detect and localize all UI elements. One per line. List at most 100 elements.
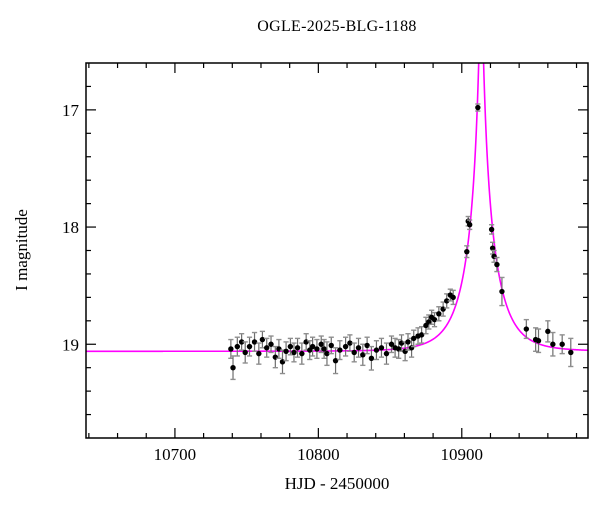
data-point bbox=[550, 331, 556, 357]
data-point-marker bbox=[491, 253, 497, 260]
data-point-marker bbox=[318, 341, 324, 347]
data-point-marker bbox=[347, 340, 353, 346]
data-point bbox=[246, 336, 253, 357]
data-point bbox=[299, 342, 305, 365]
data-point bbox=[355, 337, 362, 358]
data-point bbox=[230, 355, 236, 381]
data-point bbox=[268, 335, 274, 354]
data-point bbox=[545, 320, 551, 343]
data-point-marker bbox=[466, 222, 473, 228]
data-point bbox=[411, 329, 417, 348]
data-point-marker bbox=[378, 345, 385, 351]
data-point bbox=[523, 318, 530, 340]
data-point-marker bbox=[342, 343, 349, 350]
data-point-marker bbox=[279, 359, 286, 365]
data-point-marker bbox=[251, 339, 258, 345]
data-point bbox=[321, 338, 327, 360]
data-point bbox=[368, 345, 375, 371]
data-point bbox=[450, 289, 456, 306]
data-point-marker bbox=[488, 226, 495, 233]
data-point-marker bbox=[283, 348, 289, 354]
x-tick-label: 10800 bbox=[297, 445, 340, 464]
data-point-marker bbox=[360, 352, 366, 358]
data-point-marker bbox=[351, 349, 357, 356]
data-point bbox=[568, 337, 574, 368]
data-point bbox=[342, 336, 349, 357]
data-point-marker bbox=[436, 311, 442, 317]
data-point bbox=[242, 341, 248, 364]
data-point-marker bbox=[523, 326, 530, 332]
data-point bbox=[431, 311, 438, 328]
data-point bbox=[324, 341, 330, 367]
data-point-marker bbox=[246, 343, 253, 350]
data-point bbox=[328, 336, 334, 355]
data-point-marker bbox=[440, 306, 446, 312]
y-tick-label: 19 bbox=[62, 335, 79, 354]
data-point-marker bbox=[332, 357, 339, 364]
data-point-marker bbox=[309, 343, 316, 350]
data-point-marker bbox=[264, 345, 270, 351]
axes bbox=[85, 62, 589, 439]
data-point bbox=[378, 337, 385, 358]
data-point bbox=[444, 293, 450, 309]
data-point bbox=[373, 340, 380, 361]
y-tick-label: 17 bbox=[62, 101, 80, 120]
data-point bbox=[475, 103, 481, 112]
data-point-marker bbox=[550, 341, 556, 347]
data-point bbox=[405, 333, 411, 351]
data-point-marker bbox=[238, 339, 245, 345]
data-point bbox=[256, 342, 262, 365]
data-point-marker bbox=[405, 339, 411, 345]
data-point-marker bbox=[494, 261, 500, 268]
plot-box bbox=[85, 62, 589, 439]
data-point bbox=[436, 306, 442, 322]
data-point-marker bbox=[234, 343, 241, 350]
data-point-marker bbox=[499, 288, 505, 295]
data-point bbox=[303, 333, 309, 351]
data-point-marker bbox=[398, 340, 405, 346]
data-point-marker bbox=[418, 332, 425, 338]
data-point bbox=[494, 256, 500, 273]
x-axis-label: HJD - 2450000 bbox=[284, 474, 390, 493]
data-point bbox=[364, 336, 370, 355]
data-point-marker bbox=[545, 328, 551, 335]
data-point-marker bbox=[321, 346, 327, 352]
data-point-marker bbox=[355, 345, 362, 351]
data-point-marker bbox=[256, 350, 262, 357]
data-point bbox=[388, 335, 395, 354]
data-point bbox=[283, 341, 289, 362]
data-point bbox=[337, 340, 343, 361]
data-point-marker bbox=[450, 294, 456, 301]
data-point bbox=[291, 342, 297, 363]
data-point-marker bbox=[299, 350, 305, 357]
data-point-marker bbox=[431, 316, 438, 323]
data-point-marker bbox=[535, 338, 542, 344]
data-point bbox=[466, 219, 473, 231]
data-point bbox=[279, 349, 286, 375]
data-point-marker bbox=[568, 349, 574, 356]
x-tick-label: 10900 bbox=[441, 445, 484, 464]
data-point bbox=[251, 331, 258, 352]
data-point bbox=[535, 328, 542, 354]
data-point-marker bbox=[426, 319, 432, 325]
data-point-marker bbox=[559, 341, 565, 347]
data-point-marker bbox=[287, 343, 294, 350]
data-point bbox=[351, 342, 357, 363]
data-point-marker bbox=[489, 245, 496, 251]
data-point bbox=[309, 336, 316, 357]
data-point-marker bbox=[388, 341, 395, 347]
data-point-marker bbox=[475, 104, 481, 111]
data-point-marker bbox=[276, 346, 282, 352]
data-point bbox=[238, 333, 245, 351]
data-point-marker bbox=[444, 298, 450, 304]
data-point-marker bbox=[395, 346, 402, 352]
data-point-marker bbox=[291, 349, 297, 356]
data-point bbox=[347, 334, 353, 352]
data-point-marker bbox=[464, 248, 470, 255]
data-point bbox=[392, 337, 398, 358]
data-point-marker bbox=[383, 350, 390, 357]
data-point-marker bbox=[268, 341, 274, 347]
data-point bbox=[314, 338, 320, 360]
